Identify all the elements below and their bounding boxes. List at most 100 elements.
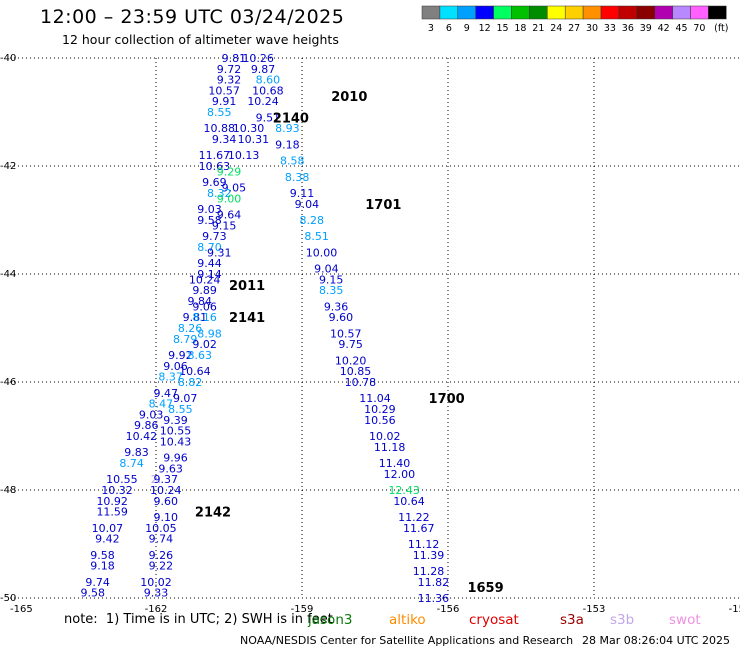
chart-note: note: 1) Time is in UTC; 2) SWH is in fe… [64,612,333,627]
wave-height-value: 10.43 [160,435,192,448]
colorbar-label: 42 [658,23,670,34]
wave-height-value: 9.91 [212,95,237,108]
wave-height-value: 10.68 [252,84,284,97]
wave-height-value: 9.63 [158,462,183,475]
wave-height-value: 9.86 [134,419,159,432]
colorbar-swatch [439,5,459,20]
wave-height-value: 9.22 [149,560,174,573]
y-tick-label: -40 [0,53,16,64]
wave-height-value: 10.32 [101,484,133,497]
colorbar-swatch [600,5,620,20]
chart-subtitle: 12 hour collection of altimeter wave hei… [62,32,339,47]
wave-height-value: 10.42 [126,430,158,443]
wave-height-value: 9.92 [168,349,193,362]
wave-height-value: 11.28 [413,565,445,578]
wave-height-value: 9.36 [324,300,349,313]
wave-height-value: 9.47 [153,387,178,400]
colorbar-swatch [690,5,709,20]
wave-height-value: 10.26 [242,52,274,65]
wave-height-value: 8.93 [275,122,300,135]
wave-height-value: 10.88 [204,122,236,135]
wave-height-value: 9.89 [192,284,217,297]
wave-height-value: 11.67 [403,522,435,535]
wave-height-value: 11.04 [359,392,391,405]
colorbar-label: 30 [586,23,598,34]
colorbar-swatch [618,5,638,20]
wave-height-value: 10.24 [189,273,221,286]
wave-height-value: 9.04 [295,198,320,211]
colorbar-label: 12 [479,23,491,34]
wave-height-value: 10.64 [179,365,211,378]
wave-height-value: 9.51 [256,111,281,124]
wave-height-value: 9.05 [222,182,247,195]
wave-height-value: 9.15 [212,219,237,232]
y-tick-label: -50 [0,593,16,604]
wave-height-value: 10.55 [160,425,192,438]
colorbar-swatch [636,5,655,20]
x-tick-label: -150 [729,604,740,615]
colorbar-swatch [475,5,494,20]
track-time-label: 2142 [195,506,231,521]
x-tick-label: -153 [583,604,606,615]
wave-height-value: 9.29 [217,165,242,178]
wave-height-value: 10.63 [199,160,231,173]
wave-height-value: 9.64 [217,209,242,222]
colorbar-swatch [457,5,476,20]
wave-height-value: 11.36 [418,592,450,605]
track-time-label: 2011 [229,279,265,294]
wave-height-value: 9.31 [207,246,232,259]
wave-height-value: 2. [151,473,162,486]
wave-height-value: 9.69 [202,176,227,189]
wave-height-value: 8.55 [168,403,193,416]
satellite-legend-jason3: jason3 [308,612,353,628]
colorbar-label: 39 [640,23,652,34]
wave-height-value: 10.85 [340,365,372,378]
y-tick-label: -44 [0,269,16,280]
wave-height-value: 12.00 [384,468,416,481]
wave-height-value: 9.32 [217,74,242,87]
colorbar-label: 15 [497,23,509,34]
chart-title: 12:00 – 23:59 UTC 03/24/2025 [40,6,345,28]
colorbar-swatch [708,5,727,20]
wave-height-value: 11.67 [199,149,231,162]
colorbar-label: 33 [604,23,616,34]
wave-height-value: 8.79 [173,333,198,346]
wave-height-value: 9.04 [314,263,339,276]
wave-height-value: 9.81 [183,311,208,324]
wave-height-value: 9.18 [275,138,300,151]
satellite-legend-swot: swot [669,612,701,628]
wave-height-value: 9.00 [217,192,242,205]
colorbar-label: 45 [676,23,688,34]
wave-height-value: 9.42 [95,533,120,546]
wave-height-value: 10.31 [238,133,270,146]
wave-height-value: 9.37 [153,473,178,486]
colorbar-label: 70 [693,23,705,34]
x-tick-label: -156 [437,604,460,615]
colorbar-swatch [672,5,691,20]
wave-height-value: 11.59 [96,506,128,519]
wave-height-value: 8.58 [280,155,305,168]
wave-height-value: 9.96 [163,452,188,465]
wave-height-value: 8.37 [158,371,183,384]
track-time-label: 1701 [365,198,401,213]
wave-height-value: 10.13 [228,149,260,162]
wave-height-value: 9.26 [149,549,174,562]
wave-height-value: 11.22 [398,511,430,524]
wave-height-value: 10.92 [96,495,128,508]
wave-height-value: 10.24 [150,484,182,497]
wave-height-value: 10.07 [92,522,124,535]
colorbar-label: 3 [428,23,434,34]
satellite-legend-altiko: altiko [389,612,426,628]
wave-height-value: 9.39 [163,414,188,427]
wave-height-value: 8.74 [119,457,144,470]
y-tick-label: -42 [0,161,16,172]
colorbar-swatch [511,5,530,20]
wave-height-value: 9.75 [338,338,363,351]
wave-height-value: 8.28 [299,214,324,227]
wave-height-value: 11.18 [374,441,406,454]
wave-height-value: 9.58 [90,549,115,562]
wave-height-value: 9.02 [192,338,217,351]
wave-height-value: 9.87 [251,63,276,76]
wave-height-value: 8.82 [178,376,203,389]
